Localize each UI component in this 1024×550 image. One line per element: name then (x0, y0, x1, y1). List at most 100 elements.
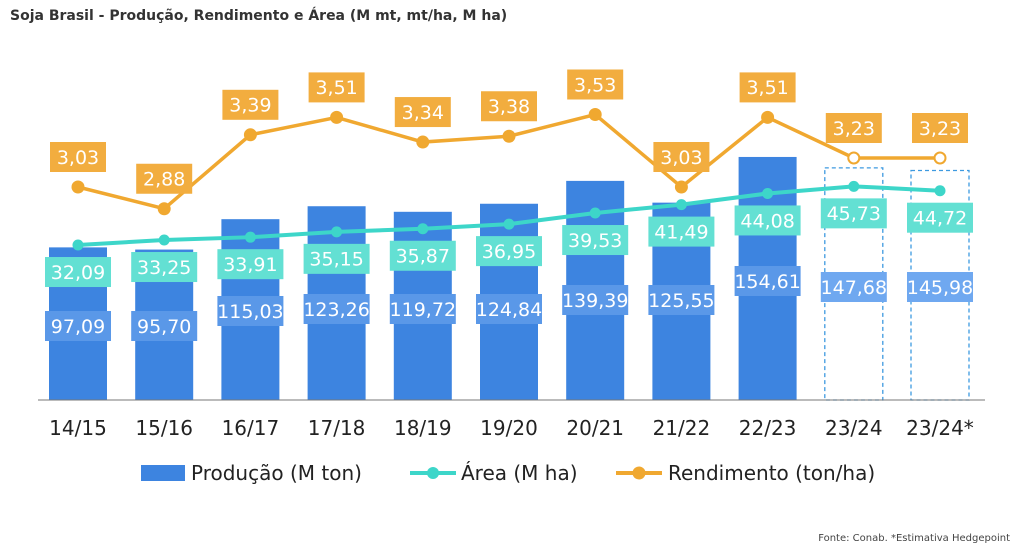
area-data-label-text: 32,09 (51, 262, 105, 284)
production-data-labels: 97,09 95,70 115,03 123,26 119,72 124,84 139,39… (45, 266, 973, 341)
area-data-label-text: 44,72 (913, 208, 967, 230)
yield-data-labels: 3,03 2,88 3,39 3,51 3,34 3,38 3,53 3,03 3,51 3,23… (50, 69, 968, 194)
area-data-label-text: 41,49 (654, 221, 708, 243)
area-data-label: 33,91 (217, 249, 284, 280)
yield-data-label: 3,03 (50, 142, 106, 172)
area-data-label: 35,87 (389, 240, 456, 271)
x-tick-label: 20/21 (566, 416, 624, 440)
production-data-label: 154,61 (734, 266, 801, 296)
area-data-label-text: 35,87 (396, 246, 450, 268)
production-data-label-box (45, 311, 111, 341)
production-data-label-box (820, 272, 887, 302)
yield-data-label: 3,23 (912, 113, 968, 143)
production-data-label-text: 154,61 (734, 271, 800, 293)
yield-data-label-box (912, 113, 968, 143)
area-data-label-box (562, 225, 629, 256)
yield-data-label-text: 3,39 (229, 95, 271, 117)
production-data-label: 139,39 (562, 285, 628, 315)
legend-swatch-yield-marker (632, 466, 646, 480)
area-data-label-text: 33,25 (137, 257, 191, 279)
yield-data-label-box (136, 163, 193, 194)
chart-legend: Produção (M ton) Área (M ha) Rendimento (t… (141, 461, 875, 485)
area-data-label-box (476, 236, 542, 267)
yield-data-label-text: 3,23 (919, 118, 961, 140)
area-data-label-box (131, 252, 198, 283)
yield-data-label-box (739, 72, 796, 103)
production-data-label-text: 139,39 (562, 290, 628, 312)
area-point (503, 218, 515, 230)
yield-point (157, 202, 171, 216)
production-data-label: 124,84 (476, 294, 542, 324)
production-data-label: 145,98 (907, 272, 973, 302)
x-tick-label: 18/19 (394, 416, 452, 440)
area-data-label: 45,73 (820, 198, 887, 229)
area-data-label-box (217, 249, 284, 280)
x-tick-label: 23/24 (825, 416, 883, 440)
yield-data-label-box (481, 91, 537, 122)
production-data-label-text: 97,09 (51, 316, 105, 338)
area-data-label-text: 35,15 (309, 249, 363, 271)
area-point (589, 207, 601, 219)
yield-data-label-box (567, 69, 624, 100)
area-point (72, 239, 84, 251)
x-tick-label: 16/17 (222, 416, 280, 440)
x-tick-label: 21/22 (653, 416, 711, 440)
production-data-label-text: 115,03 (217, 301, 283, 323)
yield-point (674, 180, 688, 194)
yield-data-label: 3,51 (739, 72, 796, 103)
yield-data-label: 3,53 (567, 69, 624, 100)
yield-point (588, 108, 602, 121)
yield-data-label-text: 3,23 (833, 118, 875, 140)
area-data-label-text: 33,91 (223, 254, 277, 276)
yield-point (330, 110, 344, 124)
yield-data-label: 3,39 (222, 89, 279, 120)
chart-title: Soja Brasil - Produção, Rendimento e Áre… (10, 8, 508, 24)
production-data-label-text: 119,72 (390, 299, 456, 321)
x-tick-label: 19/20 (480, 416, 538, 440)
yield-data-label: 3,03 (653, 142, 710, 172)
yield-data-label: 2,88 (136, 163, 193, 194)
area-point (848, 180, 860, 192)
chart-source: Fonte: Conab. *Estimativa Hedgepoint (818, 533, 1010, 544)
production-data-label: 123,26 (303, 294, 370, 324)
legend-label-production: Produção (M ton) (191, 461, 362, 485)
area-data-label-box (820, 198, 887, 229)
area-data-label-box (303, 243, 370, 274)
yield-data-label: 3,38 (481, 91, 537, 122)
area-data-label-text: 39,53 (568, 230, 622, 252)
x-tick-label: 15/16 (135, 416, 193, 440)
x-axis-tick-labels: 14/15 15/16 16/17 17/18 18/19 19/20 20/21 21/22… (49, 416, 974, 440)
area-data-label-text: 45,73 (827, 203, 881, 225)
yield-line (76, 112, 942, 211)
area-data-label-box (907, 202, 973, 233)
x-tick-label: 17/18 (308, 416, 366, 440)
production-data-label-box (734, 266, 801, 296)
production-data-label: 95,70 (131, 311, 198, 341)
yield-data-label-box (222, 89, 279, 120)
yield-data-label-box (825, 113, 882, 143)
yield-point (71, 180, 85, 194)
production-data-label-text: 95,70 (137, 316, 191, 338)
production-data-label-text: 145,98 (907, 277, 973, 299)
yield-data-label-text: 2,88 (143, 169, 185, 191)
area-data-label-box (648, 216, 715, 247)
production-data-label-box (303, 294, 370, 324)
production-data-label-box (648, 285, 715, 315)
area-point (331, 226, 343, 238)
production-data-label-text: 125,55 (648, 290, 714, 312)
area-data-label-box (45, 257, 111, 288)
area-point (244, 231, 256, 243)
area-data-label: 33,25 (131, 252, 198, 283)
production-data-label-box (131, 311, 198, 341)
area-data-label: 36,95 (476, 236, 542, 267)
yield-data-label-text: 3,38 (488, 96, 530, 118)
area-data-label: 32,09 (45, 257, 111, 288)
area-point (934, 185, 946, 197)
yield-point (243, 128, 257, 142)
yield-point (933, 151, 947, 165)
yield-data-label-text: 3,03 (57, 147, 99, 169)
area-point (762, 187, 774, 199)
yield-point (416, 135, 430, 149)
area-data-label-text: 36,95 (482, 241, 536, 263)
